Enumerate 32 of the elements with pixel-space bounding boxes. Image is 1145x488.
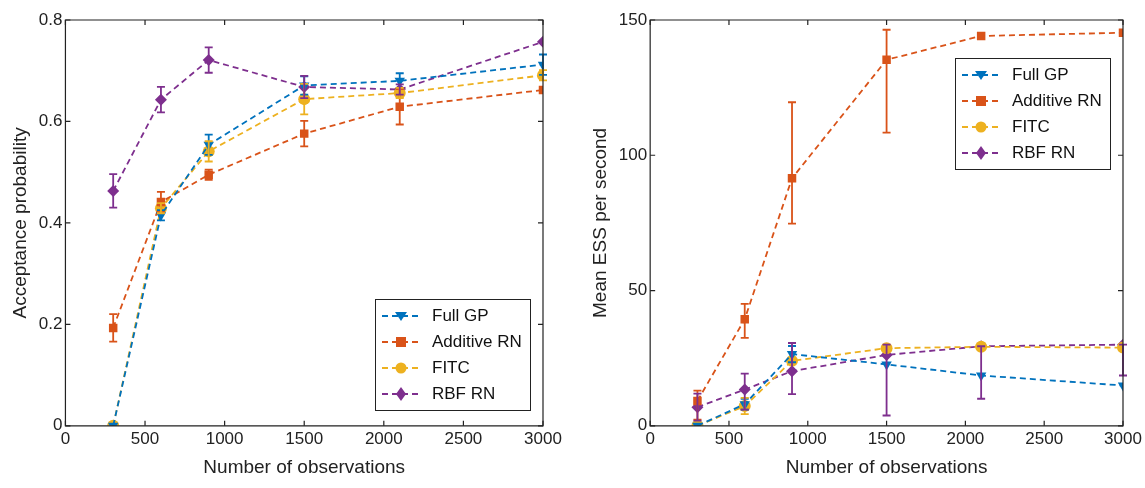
x-tick-label: 500 [714,428,744,448]
y-tick-label: 0.6 [38,111,63,131]
legend-label: Full GP [1012,65,1069,85]
legend-label: FITC [432,357,470,378]
x-tick-label: 2500 [444,428,483,448]
x-tick-label: 2000 [364,428,403,448]
y-tick-label: 150 [618,9,648,29]
legend-label: Additive RN [432,331,522,352]
x-tick-label: 3000 [524,428,562,448]
legend-label: RBF RN [432,383,496,404]
y-tick-label: 0.2 [38,314,63,334]
x-tick-label: 2500 [1025,428,1064,448]
legend-label: Additive RN [1012,91,1102,111]
y-axis-title: Mean ESS per second [588,127,610,318]
y-tick-label: 0.8 [38,9,63,29]
x-tick-label: 1500 [285,428,324,448]
x-tick-label: 2000 [946,428,985,448]
y-axis-title: Acceptance probability [8,126,30,319]
legend-label: Full GP [432,305,489,326]
x-tick-label: 3000 [1104,428,1142,448]
legend-label: RBF RN [1012,143,1076,163]
x-tick-label: 500 [130,428,160,448]
y-tick-label: 0.4 [38,212,63,232]
y-tick-label: 0 [52,415,63,435]
y-tick-label: 100 [618,144,648,164]
y-tick-label: 50 [628,280,648,300]
x-axis-title: Number of observations [785,455,988,477]
legend-label: FITC [1012,117,1050,137]
x-tick-label: 1500 [867,428,906,448]
x-tick-label: 1000 [205,428,244,448]
x-tick-label: 1000 [788,428,827,448]
x-axis-title: Number of observations [203,455,406,477]
